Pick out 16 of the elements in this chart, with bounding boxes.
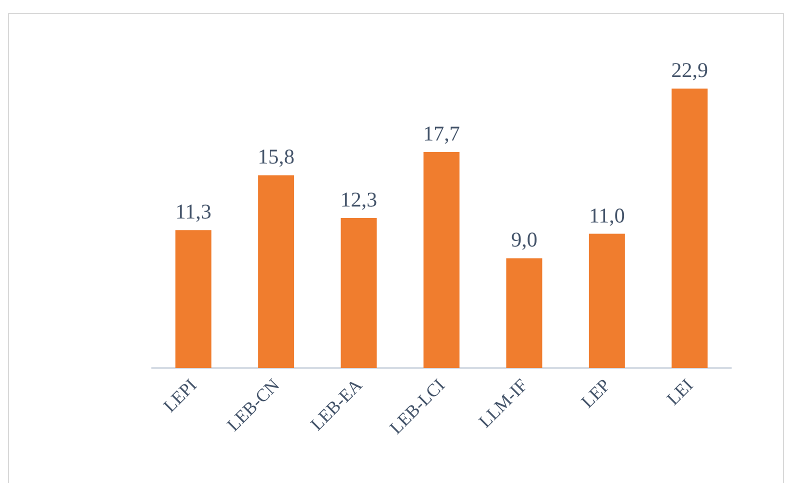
bar bbox=[175, 230, 212, 368]
data-label: 15,8 bbox=[258, 144, 294, 169]
data-label: 11,0 bbox=[588, 203, 625, 228]
bar bbox=[258, 175, 294, 368]
bar bbox=[424, 152, 460, 368]
data-label: 11,3 bbox=[175, 200, 212, 224]
data-label: 12,3 bbox=[340, 187, 378, 212]
bar bbox=[506, 258, 542, 368]
x-tick-label: LEP bbox=[577, 374, 614, 412]
x-tick-label: LEI bbox=[662, 374, 697, 409]
bar bbox=[340, 218, 377, 368]
bar bbox=[588, 234, 625, 368]
bar bbox=[672, 88, 708, 368]
data-label: 22,9 bbox=[671, 58, 708, 82]
data-label: 9,0 bbox=[511, 228, 538, 252]
data-label: 17,7 bbox=[423, 122, 460, 146]
